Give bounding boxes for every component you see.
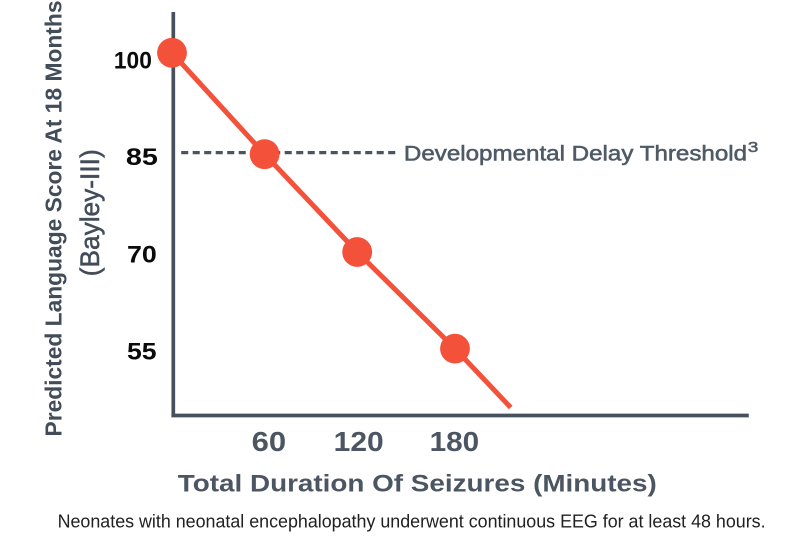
svg-text:Neonates with neonatal encepha: Neonates with neonatal encephalopathy un… — [58, 512, 766, 532]
svg-text:Total Duration Of Seizures (Mi: Total Duration Of Seizures (Minutes) — [178, 471, 657, 498]
svg-text:100: 100 — [114, 47, 152, 74]
svg-text:85: 85 — [126, 144, 158, 171]
svg-text:180: 180 — [430, 426, 480, 457]
svg-text:55: 55 — [127, 338, 157, 365]
svg-text:Developmental Delay Threshold: Developmental Delay Threshold — [404, 142, 747, 165]
svg-text:3: 3 — [748, 140, 759, 156]
svg-text:70: 70 — [127, 242, 157, 269]
svg-text:Predicted Language Score At 18: Predicted Language Score At 18 Months — [40, 1, 66, 437]
svg-text:120: 120 — [334, 426, 384, 457]
svg-text:60: 60 — [252, 426, 287, 457]
svg-text:(Bayley-III): (Bayley-III) — [75, 149, 105, 276]
